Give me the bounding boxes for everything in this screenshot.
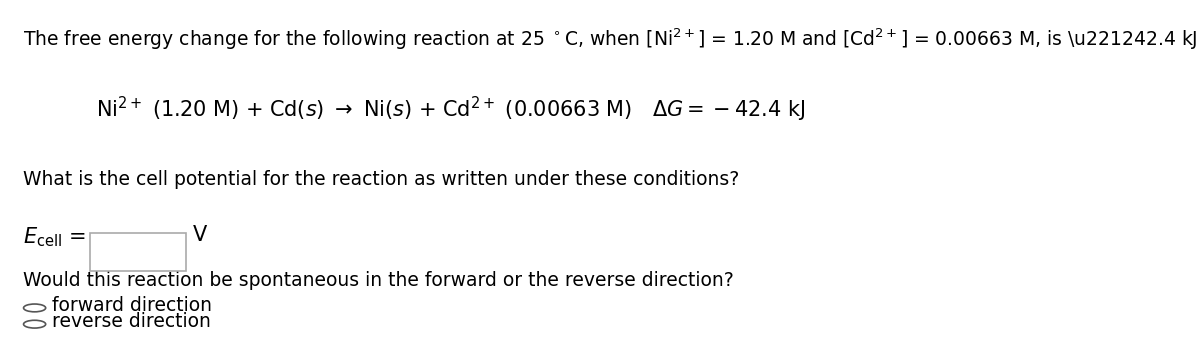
Text: $\mathrm{Ni}^{2+}$ (1.20 M) + Cd($s$) $\rightarrow$ Ni($s$) + $\mathrm{Cd}^{2+}$: $\mathrm{Ni}^{2+}$ (1.20 M) + Cd($s$) $\… (96, 95, 805, 124)
Text: reverse direction: reverse direction (52, 312, 211, 331)
Text: V: V (193, 225, 208, 245)
Text: forward direction: forward direction (52, 296, 212, 315)
Text: What is the cell potential for the reaction as written under these conditions?: What is the cell potential for the react… (23, 170, 739, 189)
Text: The free energy change for the following reaction at 25 $^\circ$C, when $\left[\: The free energy change for the following… (23, 27, 1200, 53)
Text: Would this reaction be spontaneous in the forward or the reverse direction?: Would this reaction be spontaneous in th… (23, 271, 733, 289)
FancyBboxPatch shape (90, 233, 186, 271)
Text: $E_\mathrm{cell}$ =: $E_\mathrm{cell}$ = (23, 225, 85, 249)
